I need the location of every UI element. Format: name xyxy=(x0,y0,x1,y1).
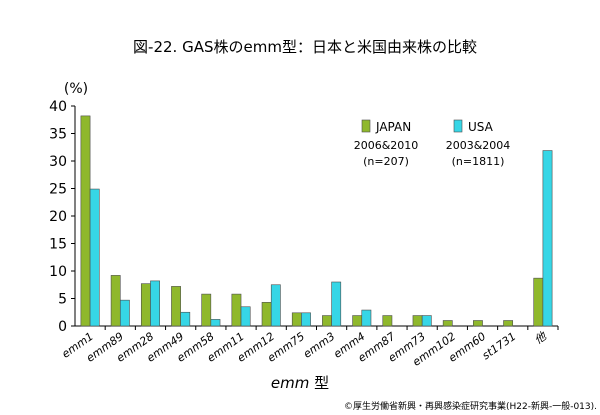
y-tick-label: 15 xyxy=(49,237,67,253)
bar-japan-emm11 xyxy=(231,293,242,327)
bar-japan-emm3 xyxy=(322,315,332,327)
bar-usa-emm75 xyxy=(301,312,311,327)
bar-usa-emm73 xyxy=(421,315,432,327)
bar-usa-emm11 xyxy=(240,306,251,327)
x-ticks: emm1emm89emm28emm49emm58emm11emm12emm75e… xyxy=(60,326,559,369)
y-tick-label: 40 xyxy=(49,99,67,115)
bar-japan-emm60 xyxy=(473,320,483,327)
legend: JAPAN 2006&2010 (n=207) USA 2003&2004 (n=1811… xyxy=(354,119,511,168)
bar-japan-emm102 xyxy=(442,320,453,327)
bar-usa-emm49 xyxy=(180,311,191,327)
legend-swatch-usa xyxy=(453,119,463,133)
bar-japan-他 xyxy=(533,277,544,327)
bar-usa-他 xyxy=(542,150,553,327)
y-tick-label: 10 xyxy=(49,264,67,280)
bar-japan-emm89 xyxy=(110,275,121,327)
chart-title: 図-22. GAS株のemm型：日本と米国由来株の比較 xyxy=(133,38,477,56)
legend-period-japan: 2006&2010 xyxy=(354,139,419,152)
bar-japan-emm12 xyxy=(261,302,272,327)
bar-japan-emm58 xyxy=(201,293,212,327)
bar-japan-st1731 xyxy=(503,320,514,327)
bar-usa-emm3 xyxy=(331,281,342,327)
bar-usa-emm4 xyxy=(361,309,372,327)
bar-japan-emm1 xyxy=(80,115,91,327)
bar-usa-emm1 xyxy=(89,188,100,327)
legend-period-usa: 2003&2004 xyxy=(446,139,511,152)
x-tick-label: emm3 xyxy=(301,330,337,361)
bar-japan-emm49 xyxy=(171,286,181,327)
bar-japan-emm28 xyxy=(140,283,151,327)
bars xyxy=(80,115,553,327)
bar-usa-emm89 xyxy=(119,299,130,327)
y-axis-label: (%) xyxy=(64,81,88,97)
bar-usa-emm28 xyxy=(150,280,160,327)
legend-swatch-japan xyxy=(361,119,371,133)
copyright-footer: ©厚生労働省新興・再興感染症研究事業(H22-新興-一般-013). xyxy=(344,400,597,412)
bar-japan-emm87 xyxy=(382,315,393,327)
legend-label-japan: JAPAN xyxy=(375,120,411,134)
y-tick-label: 0 xyxy=(58,319,67,335)
legend-label-usa: USA xyxy=(468,120,494,134)
legend-n-usa: (n=1811) xyxy=(452,155,505,168)
bar-usa-emm12 xyxy=(270,284,281,327)
legend-n-japan: (n=207) xyxy=(363,155,409,168)
x-tick-label: 他 xyxy=(532,329,549,347)
bar-japan-emm4 xyxy=(352,315,363,327)
x-axis-label-suffix: 型 xyxy=(314,374,329,392)
y-tick-label: 30 xyxy=(49,154,67,170)
bar-usa-emm58 xyxy=(210,319,221,327)
y-tick-label: 25 xyxy=(49,182,67,198)
y-tick-label: 5 xyxy=(58,292,67,308)
bar-japan-emm75 xyxy=(291,312,302,327)
y-tick-label: 20 xyxy=(49,209,67,225)
x-tick-label: st1731 xyxy=(480,330,519,362)
y-tick-label: 35 xyxy=(49,127,67,143)
x-axis-label: emm 型 xyxy=(271,374,329,392)
bar-japan-emm73 xyxy=(412,315,423,327)
y-ticks: 0 5 10 15 20 25 30 35 40 xyxy=(49,99,75,335)
